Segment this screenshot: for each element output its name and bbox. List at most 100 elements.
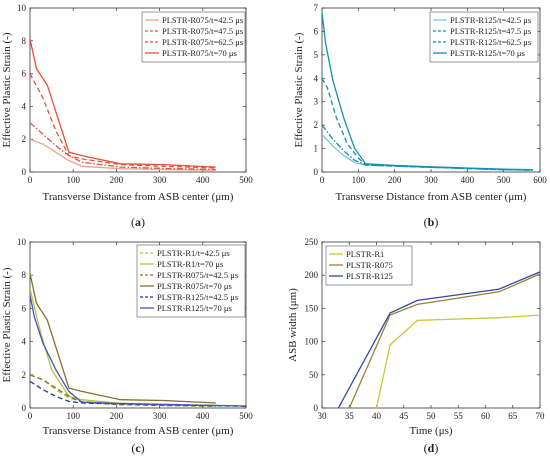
series-line-2 xyxy=(322,124,533,171)
series-line-3 xyxy=(30,73,216,169)
x-tick-label: 400 xyxy=(196,175,210,185)
x-tick-label: 300 xyxy=(153,175,167,185)
legend-box xyxy=(136,244,246,318)
series-line-6 xyxy=(30,294,246,407)
x-tick-label: 65 xyxy=(508,411,518,421)
legend-label: PLSTR-R1/t=70 μs xyxy=(157,259,223,269)
legend-label: PLSTR-R075/t=47.5 μs xyxy=(162,26,243,36)
y-tick-label: 2 xyxy=(314,120,319,130)
y-tick-label: 6 xyxy=(22,69,27,79)
x-axis-label: Time (μs) xyxy=(409,425,452,437)
y-tick-label: 6 xyxy=(314,26,319,36)
x-tick-label: 35 xyxy=(345,411,355,421)
y-axis-label: Effective Plastic Strain (-) xyxy=(293,32,305,147)
series-line-1 xyxy=(375,314,540,408)
legend-label: PLSTR-R125/t=42.5 μs xyxy=(157,292,238,302)
legend-label: PLSTR-R075/t=42.5 μs xyxy=(162,15,243,25)
y-tick-label: 0 xyxy=(22,403,27,413)
legend-label: PLSTR-R125/t=62.5 μs xyxy=(450,37,531,47)
y-tick-label: 3 xyxy=(314,97,319,107)
y-tick-label: 250 xyxy=(305,237,319,247)
x-tick-label: 50 xyxy=(427,411,437,421)
legend-label: PLSTR-R075 xyxy=(346,260,393,270)
series-line-2 xyxy=(348,273,540,408)
x-tick-label: 70 xyxy=(536,411,546,421)
x-tick-label: 0 xyxy=(28,175,33,185)
y-tick-label: 4 xyxy=(314,73,319,83)
y-tick-label: 7 xyxy=(314,3,319,13)
x-tick-label: 400 xyxy=(461,175,475,185)
series-line-4 xyxy=(30,39,216,168)
legend-label: PLSTR-R1/t=42.5 μs xyxy=(157,248,230,258)
y-tick-label: 50 xyxy=(309,370,319,380)
x-axis-label: Transverse Distance from ASB center (μm) xyxy=(43,191,234,203)
y-tick-label: 0 xyxy=(314,403,319,413)
chart-panel-a: 0 100 200 300 400 500 0 2 4 6 8 10 Transverse Distan… xyxy=(1,3,253,229)
x-tick-label: 100 xyxy=(66,411,80,421)
x-tick-label: 100 xyxy=(66,175,80,185)
plot-frame xyxy=(29,241,247,409)
chart-panel-b: 0 100 200 300 400 500 600 0 1 2 3 4 5 6 7 Transverse Di… xyxy=(293,3,547,229)
legend-label: PLSTR-R075/t=70 μs xyxy=(157,281,232,291)
x-tick-label: 55 xyxy=(454,411,464,421)
series-line-3 xyxy=(337,271,540,408)
y-tick-label: 4 xyxy=(22,337,27,347)
y-tick-label: 10 xyxy=(17,237,27,247)
legend-label: PLSTR-R125 xyxy=(346,271,393,281)
x-tick-label: 0 xyxy=(320,175,325,185)
y-axis-label: ASB width (μm) xyxy=(287,288,299,362)
x-tick-label: 500 xyxy=(497,175,511,185)
chart-panel-d: 30 35 40 45 50 55 60 65 70 0 50 100 150 200 250 Time (μ… xyxy=(287,237,545,455)
panel-label: (c) xyxy=(131,441,144,455)
x-axis-label: Transverse Distance from ASB center (μm) xyxy=(336,191,527,203)
legend-box xyxy=(429,11,539,63)
series-line-4 xyxy=(30,273,216,404)
x-tick-label: 100 xyxy=(352,175,366,185)
x-tick-label: 200 xyxy=(388,175,402,185)
x-tick-label: 500 xyxy=(239,411,253,421)
x-tick-label: 200 xyxy=(110,175,124,185)
x-tick-label: 40 xyxy=(372,411,382,421)
y-tick-label: 0 xyxy=(314,167,319,177)
y-tick-label: 150 xyxy=(305,303,319,313)
series-line-3 xyxy=(30,374,216,407)
plot-frame xyxy=(29,7,247,173)
y-tick-label: 1 xyxy=(314,144,319,154)
panel-label: (b) xyxy=(424,215,439,229)
x-tick-label: 200 xyxy=(110,411,124,421)
x-tick-label: 400 xyxy=(196,411,210,421)
x-tick-label: 500 xyxy=(239,175,253,185)
y-tick-label: 0 xyxy=(22,167,27,177)
y-tick-label: 10 xyxy=(17,3,27,13)
legend-label: PLSTR-R125/t=42.5 μs xyxy=(450,15,531,25)
x-tick-label: 600 xyxy=(533,175,547,185)
y-tick-label: 4 xyxy=(22,101,27,111)
x-tick-label: 30 xyxy=(318,411,328,421)
x-tick-label: 300 xyxy=(424,175,438,185)
y-tick-label: 6 xyxy=(22,303,27,313)
series-line-1 xyxy=(30,138,216,172)
chart-panel-c: 0 100 200 300 400 500 0 2 4 6 8 10 Transverse Distan… xyxy=(1,237,253,455)
legend-label: PLSTR-R075/t=70 μs xyxy=(162,48,237,58)
x-tick-label: 60 xyxy=(481,411,491,421)
y-tick-label: 2 xyxy=(22,370,27,380)
legend-label: PLSTR-R1 xyxy=(346,249,384,259)
y-tick-label: 200 xyxy=(305,270,319,280)
x-tick-label: 45 xyxy=(399,411,409,421)
panel-label: (d) xyxy=(424,441,439,455)
legend-label: PLSTR-R075/t=42.5 μs xyxy=(157,270,238,280)
y-tick-label: 8 xyxy=(22,270,27,280)
y-tick-label: 100 xyxy=(305,337,319,347)
series-line-3 xyxy=(322,77,533,171)
y-tick-label: 2 xyxy=(22,134,27,144)
y-axis-label: Effective Plastic Strain (-) xyxy=(1,267,13,382)
x-tick-label: 300 xyxy=(153,411,167,421)
legend-label: PLSTR-R075/t=62.5 μs xyxy=(162,37,243,47)
x-axis-label: Transverse Distance from ASB center (μm) xyxy=(43,425,234,437)
legend-label: PLSTR-R125/t=70 μs xyxy=(450,48,525,58)
